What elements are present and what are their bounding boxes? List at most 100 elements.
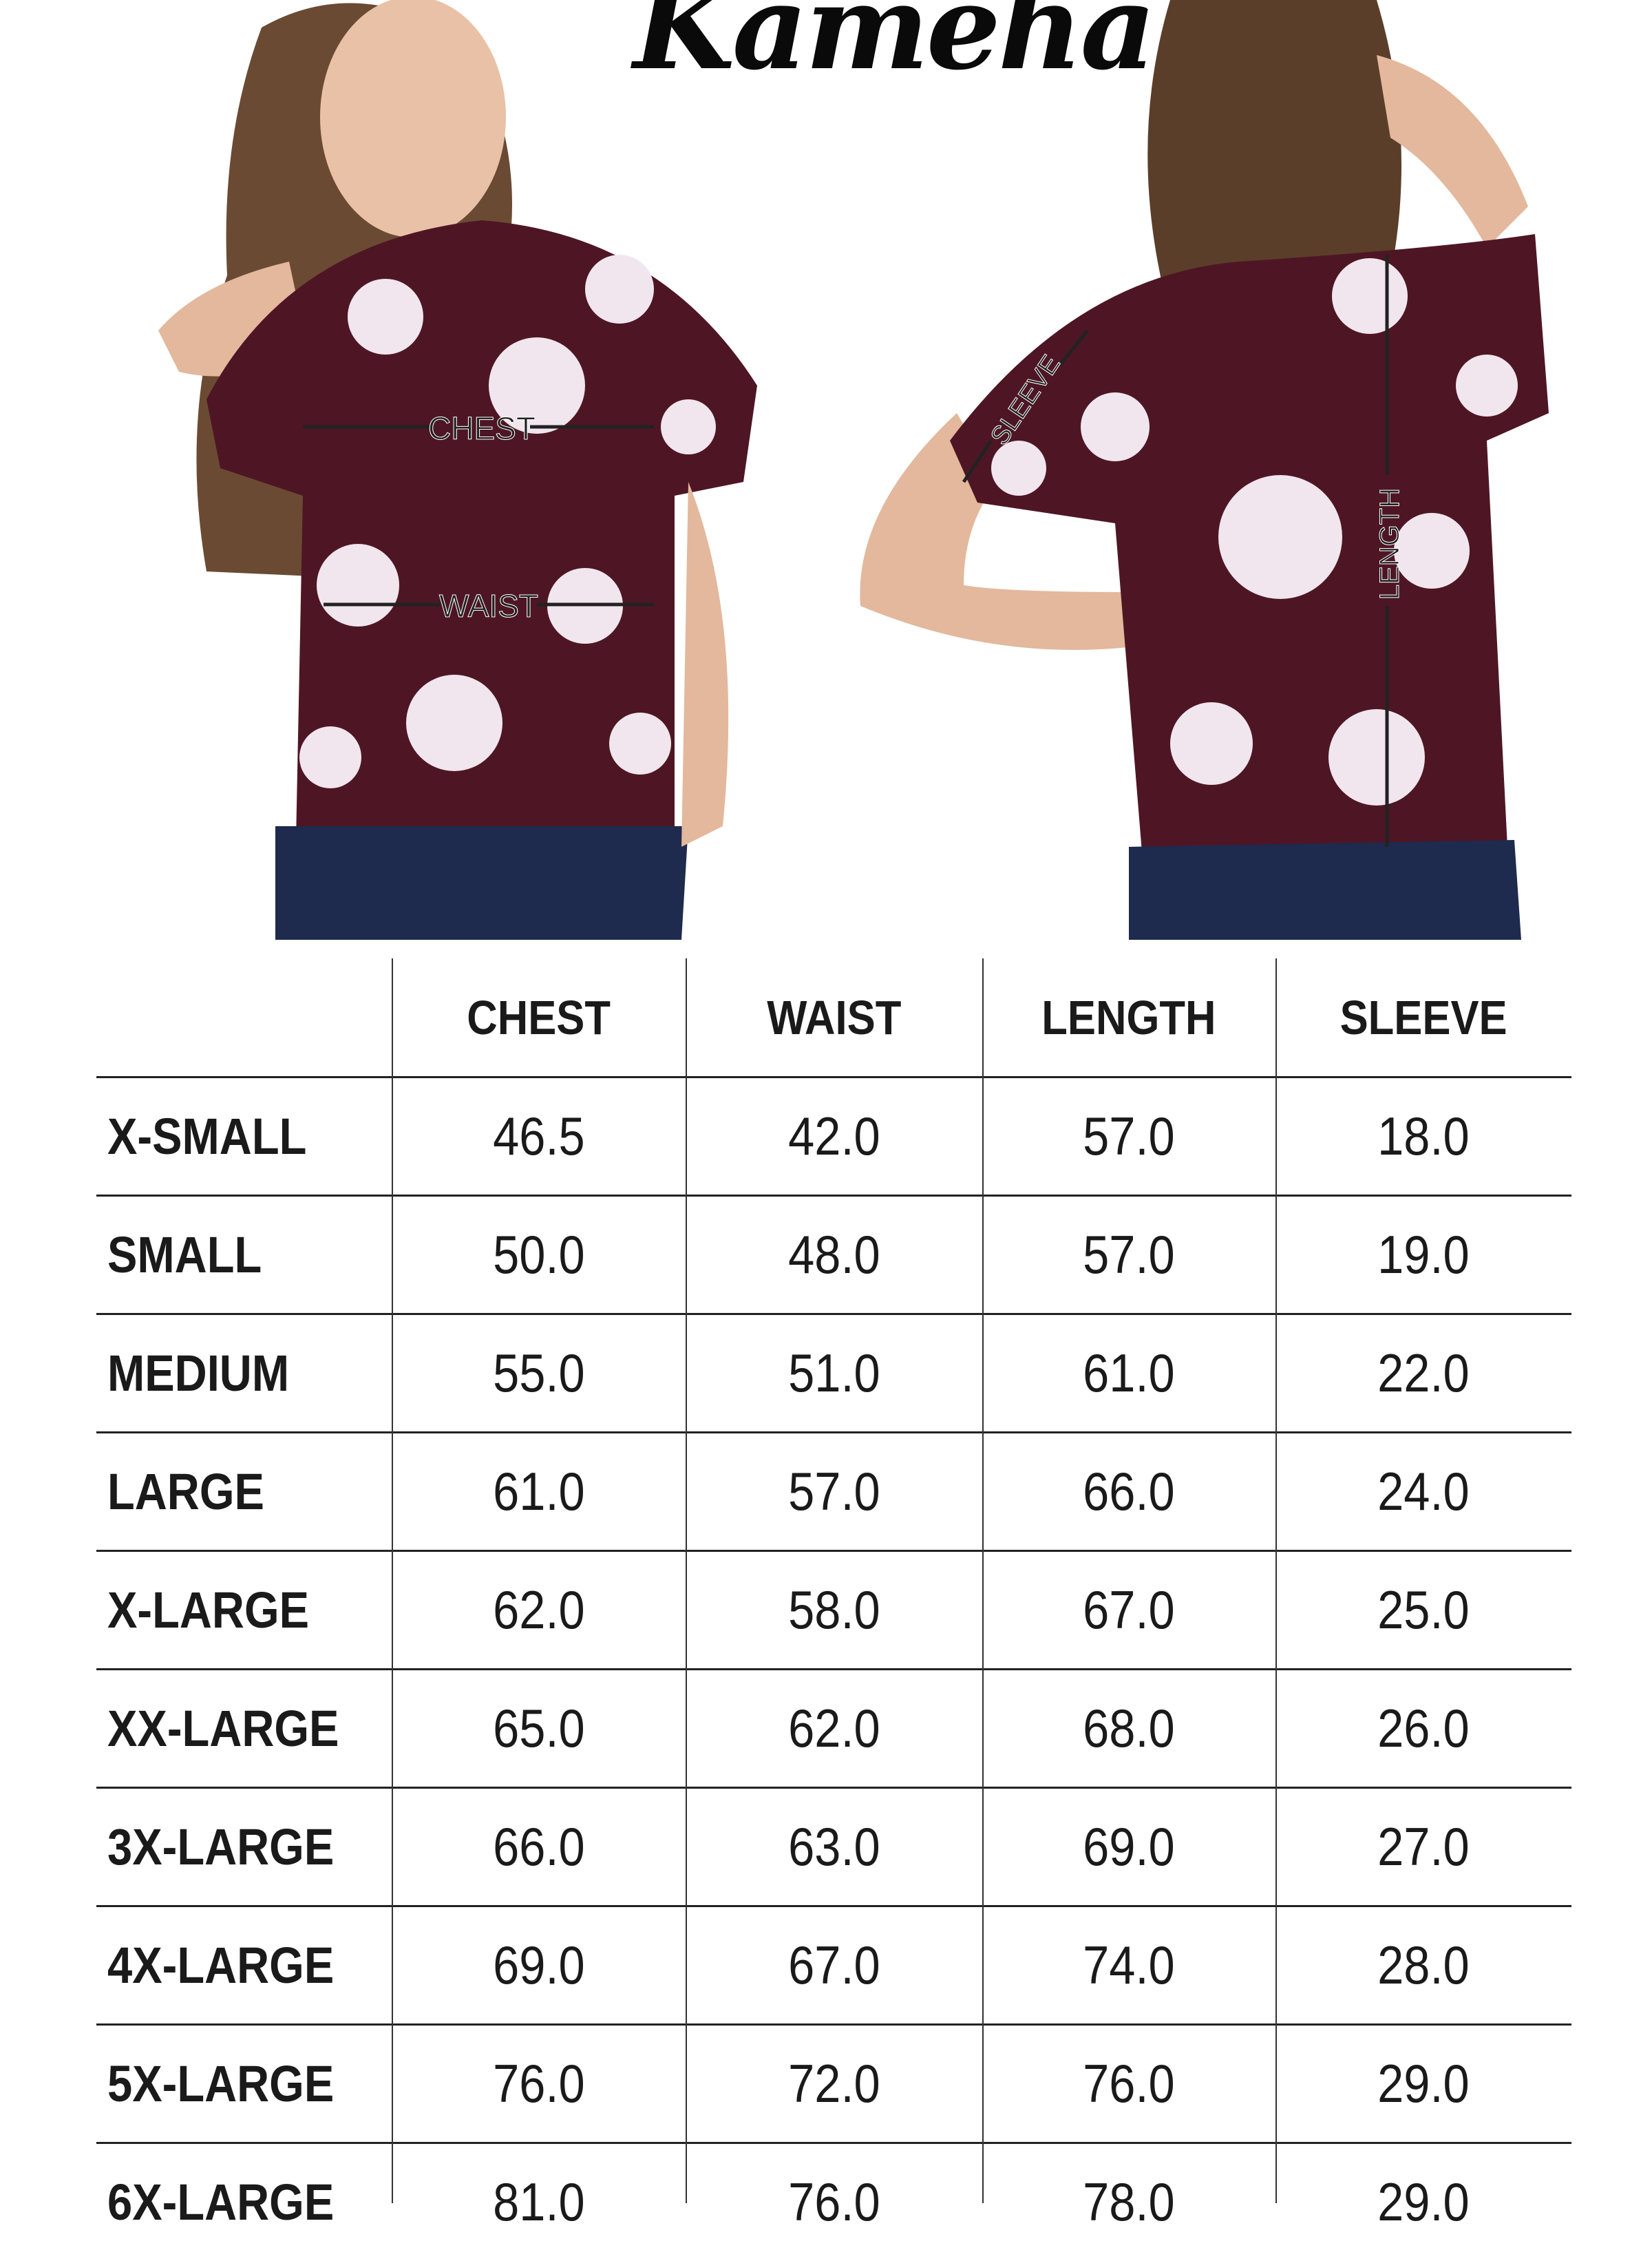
size-label: 4X-LARGE <box>107 1906 392 2024</box>
column-divider <box>392 958 393 2203</box>
table-cell-chest: 61.0 <box>392 1432 686 1550</box>
brand-logo: Kameha <box>633 0 1156 96</box>
column-header-chest-text: CHEST <box>467 991 611 1044</box>
row-divider <box>96 1905 1571 1907</box>
table-cell-chest: 81.0 <box>392 2143 686 2261</box>
table-cell-length-text: 68.0 <box>1083 1697 1175 1758</box>
table-cell-chest: 76.0 <box>392 2024 686 2143</box>
row-divider <box>96 1195 1571 1197</box>
table-cell-chest: 66.0 <box>392 1787 686 1906</box>
size-chart-table: CHEST WAIST LENGTH SLEEVE X-SMALL 46.5 42.0 57.… <box>0 958 1652 2232</box>
model-photos: CHEST WAIST LENGTH SLEEVE <box>158 0 1549 940</box>
back-view-photo <box>860 0 1549 940</box>
table-cell-length-text: 57.0 <box>1083 1105 1175 1166</box>
table-cell-chest-text: 50.0 <box>492 1223 585 1285</box>
table-cell-sleeve-text: 26.0 <box>1377 1697 1470 1758</box>
table-cell-chest-text: 62.0 <box>492 1579 585 1640</box>
table-cell-waist-text: 72.0 <box>787 2052 880 2114</box>
table-cell-waist-text: 51.0 <box>787 1342 880 1403</box>
table-cell-waist: 58.0 <box>686 1550 982 1669</box>
table-cell-waist: 67.0 <box>686 1906 982 2024</box>
table-cell-chest: 69.0 <box>392 1906 686 2024</box>
table-cell-length: 67.0 <box>982 1550 1275 1669</box>
table-cell-sleeve-text: 24.0 <box>1377 1460 1470 1522</box>
column-divider <box>1275 958 1277 2203</box>
table-cell-waist: 72.0 <box>686 2024 982 2143</box>
table-cell-sleeve: 24.0 <box>1275 1432 1571 1550</box>
size-label: 3X-LARGE <box>107 1787 392 1906</box>
table-cell-chest-text: 46.5 <box>492 1105 585 1166</box>
table-cell-sleeve: 28.0 <box>1275 1906 1571 2024</box>
size-label-text: LARGE <box>107 1462 264 1520</box>
size-label-text: 6X-LARGE <box>107 2173 335 2231</box>
size-label-text: 5X-LARGE <box>107 2054 335 2112</box>
table-cell-chest: 50.0 <box>392 1195 686 1314</box>
length-label: LENGTH <box>1375 488 1405 600</box>
table-cell-sleeve: 19.0 <box>1275 1195 1571 1314</box>
table-cell-waist: 76.0 <box>686 2143 982 2261</box>
size-label-text: X-SMALL <box>107 1107 307 1165</box>
table-cell-waist-text: 48.0 <box>787 1223 880 1285</box>
table-cell-chest: 62.0 <box>392 1550 686 1669</box>
table-cell-waist-text: 76.0 <box>787 2171 880 2232</box>
size-label: 5X-LARGE <box>107 2024 392 2143</box>
table-cell-waist-text: 67.0 <box>787 1934 880 1995</box>
table-cell-sleeve: 25.0 <box>1275 1550 1571 1669</box>
table-cell-length-text: 69.0 <box>1083 1816 1175 1877</box>
table-cell-chest: 55.0 <box>392 1314 686 1432</box>
size-label: MEDIUM <box>107 1314 392 1432</box>
size-label: X-LARGE <box>107 1550 392 1669</box>
table-cell-length-text: 76.0 <box>1083 2052 1175 2114</box>
table-cell-length-text: 66.0 <box>1083 1460 1175 1522</box>
table-cell-length-text: 57.0 <box>1083 1223 1175 1285</box>
table-cell-sleeve-text: 29.0 <box>1377 2052 1470 2114</box>
size-label: LARGE <box>107 1432 392 1550</box>
row-divider <box>96 1431 1571 1433</box>
table-cell-length-text: 78.0 <box>1083 2171 1175 2232</box>
size-label: X-SMALL <box>107 1077 392 1195</box>
table-cell-length: 57.0 <box>982 1195 1275 1314</box>
row-divider <box>96 2142 1571 2144</box>
table-cell-sleeve: 27.0 <box>1275 1787 1571 1906</box>
table-cell-length: 61.0 <box>982 1314 1275 1432</box>
table-cell-waist-text: 62.0 <box>787 1697 880 1758</box>
size-label-text: SMALL <box>107 1226 262 1283</box>
row-divider <box>96 1550 1571 1552</box>
row-divider <box>96 1076 1571 1078</box>
table-cell-sleeve-text: 19.0 <box>1377 1223 1470 1285</box>
table-cell-waist: 51.0 <box>686 1314 982 1432</box>
table-cell-chest-text: 65.0 <box>492 1697 585 1758</box>
table-cell-waist: 63.0 <box>686 1787 982 1906</box>
table-cell-chest: 65.0 <box>392 1669 686 1787</box>
table-cell-chest: 46.5 <box>392 1077 686 1195</box>
waist-label: WAIST <box>439 588 538 624</box>
row-divider <box>96 1787 1571 1789</box>
table-cell-length: 78.0 <box>982 2143 1275 2261</box>
size-label-text: X-LARGE <box>107 1581 310 1639</box>
table-cell-sleeve: 18.0 <box>1275 1077 1571 1195</box>
size-label-text: 4X-LARGE <box>107 1936 335 1994</box>
table-cell-waist-text: 58.0 <box>787 1579 880 1640</box>
table-cell-sleeve-text: 18.0 <box>1377 1105 1470 1166</box>
column-header-waist: WAIST <box>686 958 982 1077</box>
table-cell-length: 66.0 <box>982 1432 1275 1550</box>
table-cell-chest-text: 69.0 <box>492 1934 585 1995</box>
table-cell-sleeve: 29.0 <box>1275 2143 1571 2261</box>
column-header-length: LENGTH <box>982 958 1275 1077</box>
table-cell-chest-text: 66.0 <box>492 1816 585 1877</box>
table-cell-waist: 57.0 <box>686 1432 982 1550</box>
size-label: 6X-LARGE <box>107 2143 392 2261</box>
table-cell-chest-text: 61.0 <box>492 1460 585 1522</box>
table-cell-chest-text: 81.0 <box>492 2171 585 2232</box>
table-cell-chest-text: 76.0 <box>492 2052 585 2114</box>
column-header-sleeve: SLEEVE <box>1275 958 1571 1077</box>
size-label-text: XX-LARGE <box>107 1699 339 1757</box>
table-cell-length: 76.0 <box>982 2024 1275 2143</box>
column-divider <box>982 958 984 2203</box>
column-divider <box>686 958 687 2203</box>
front-view-photo <box>158 0 757 940</box>
size-label-text: MEDIUM <box>107 1344 290 1402</box>
table-cell-length-text: 74.0 <box>1083 1934 1175 1995</box>
table-cell-length: 68.0 <box>982 1669 1275 1787</box>
table-cell-waist-text: 57.0 <box>787 1460 880 1522</box>
